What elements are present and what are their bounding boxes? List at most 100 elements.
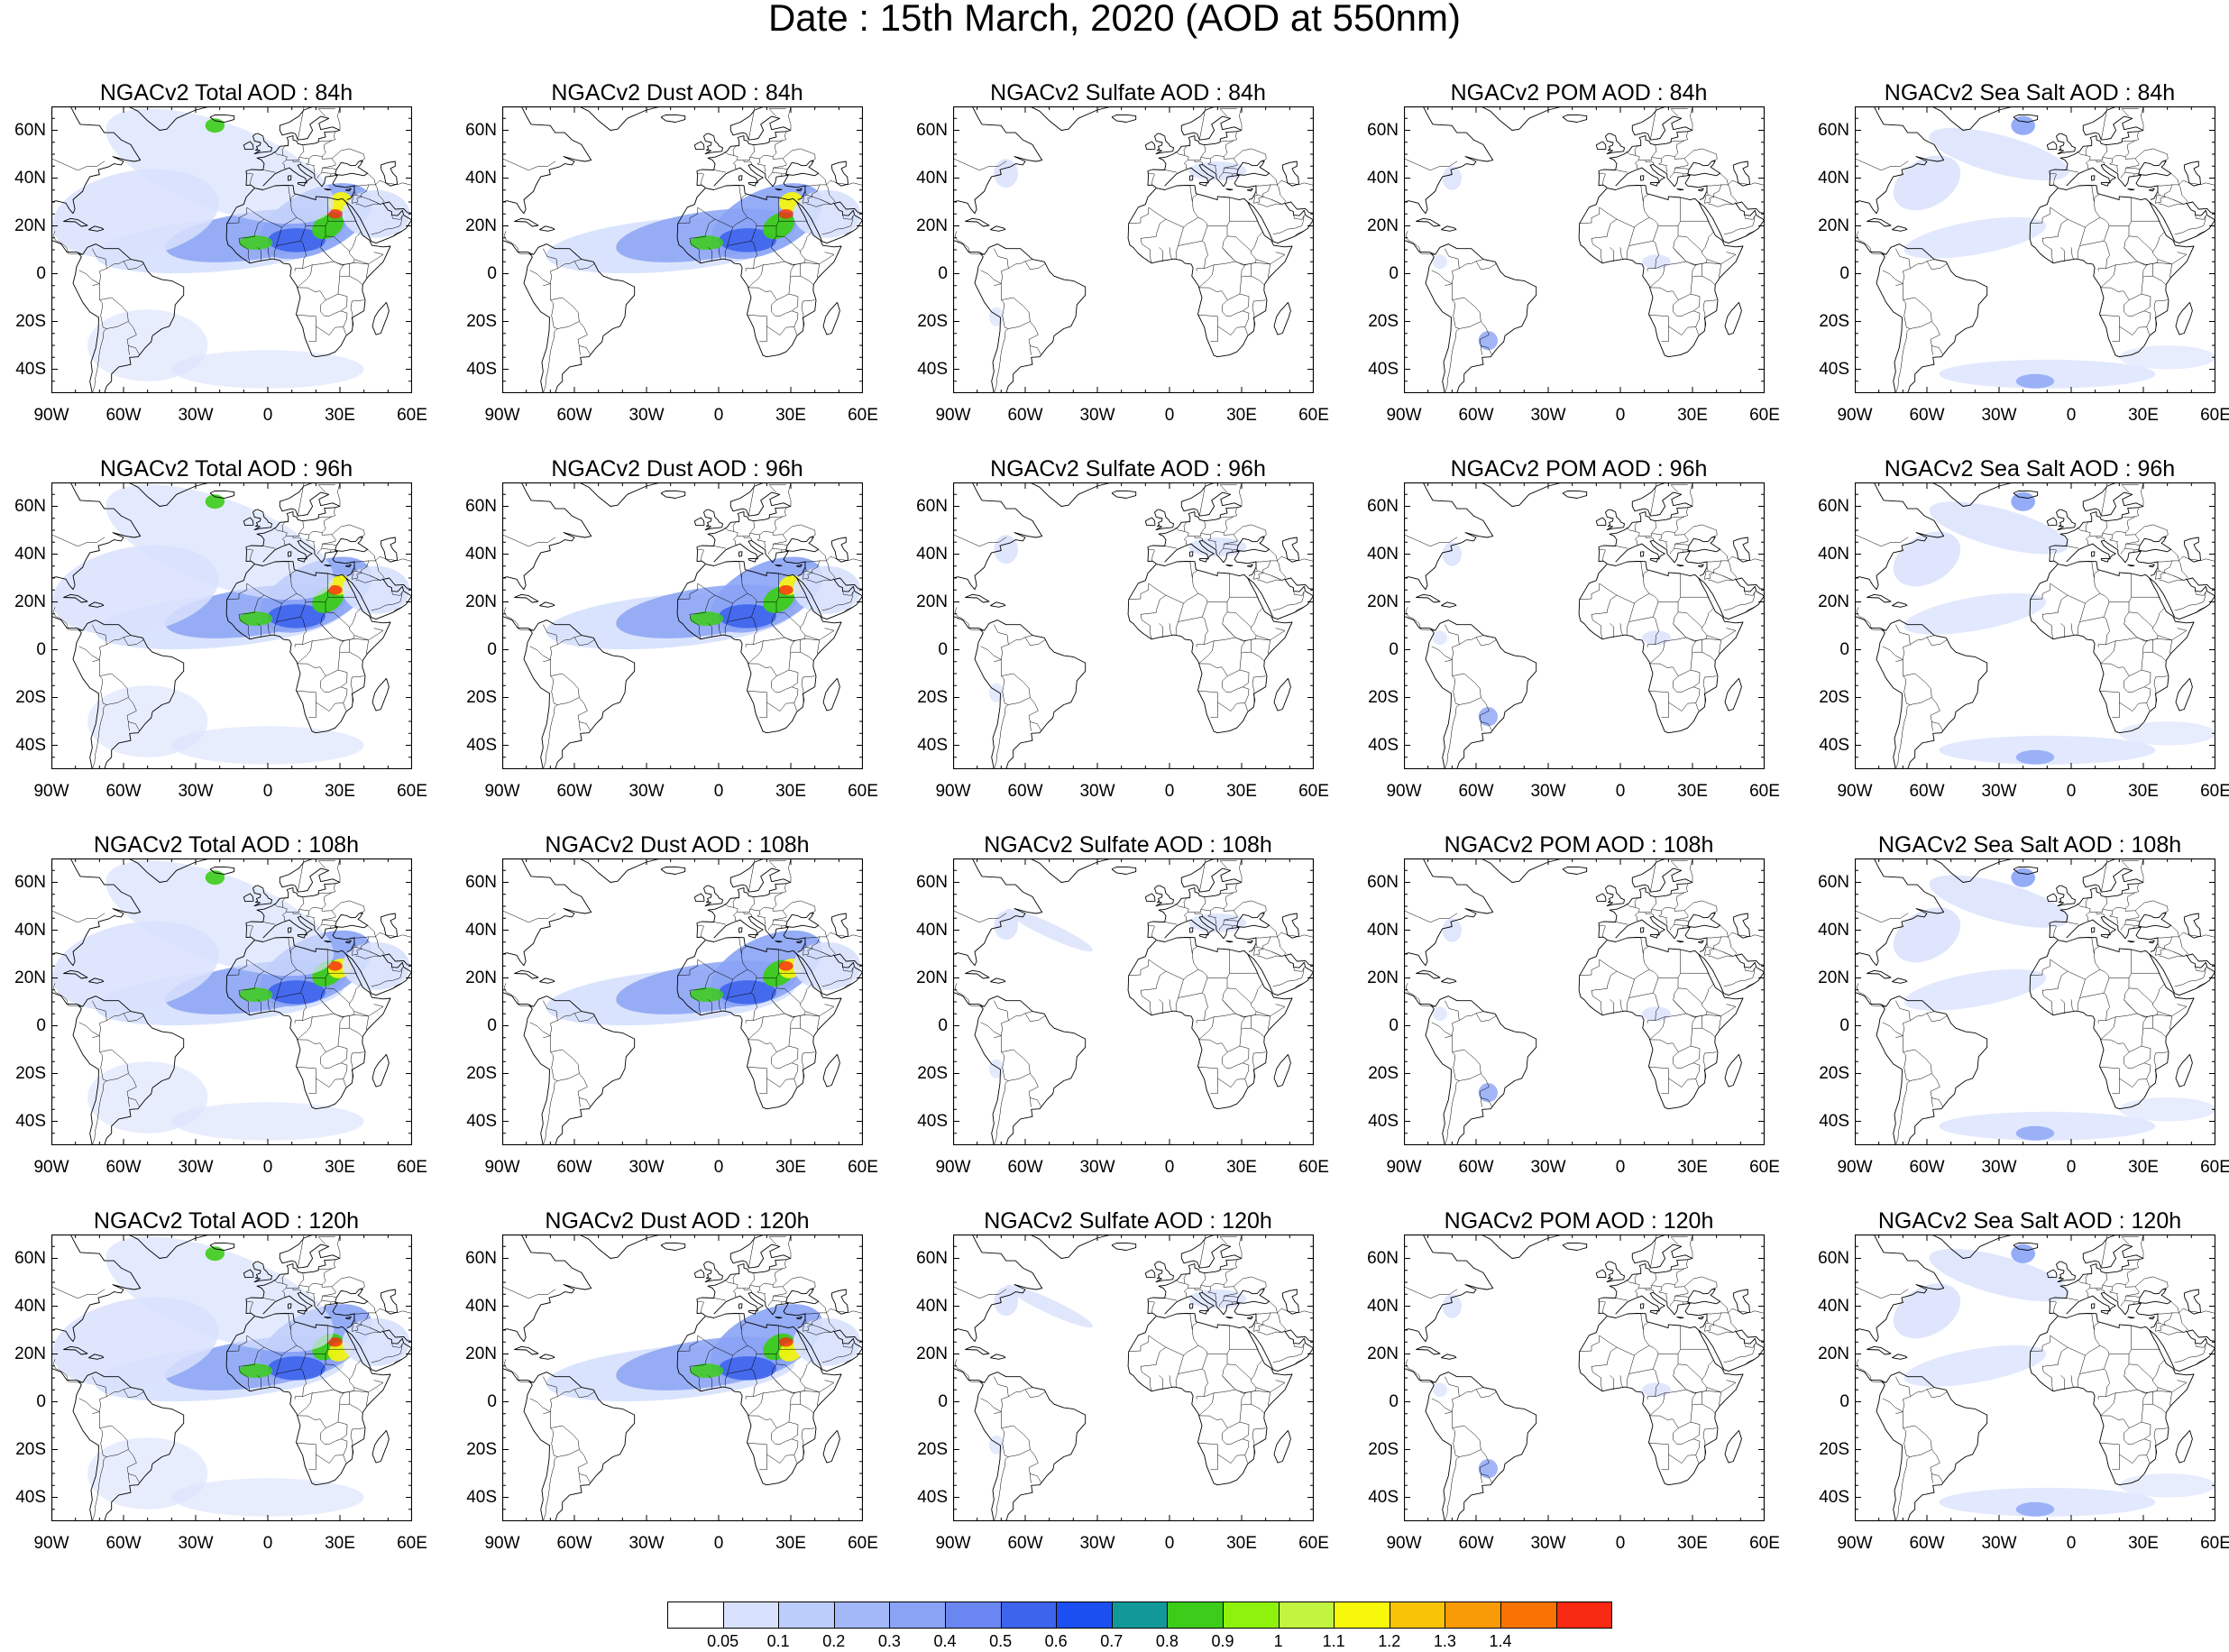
lat-tick-label: 40N — [1367, 1298, 1399, 1316]
aod-plume — [2016, 1502, 2055, 1517]
lon-tick-label: 30W — [178, 406, 213, 426]
lon-tick-label: 60W — [105, 406, 141, 426]
lat-tick-label: 20S — [1368, 1065, 1399, 1083]
aod-map — [51, 482, 412, 769]
aod-plume — [779, 585, 793, 595]
lat-tick-label: 40N — [465, 546, 497, 564]
lat-tick-label: 60N — [1818, 1250, 1849, 1268]
aod-plume — [989, 1436, 1004, 1455]
lon-tick-label: 90W — [935, 782, 970, 802]
aod-map — [502, 1234, 863, 1521]
aod-map — [51, 1234, 412, 1521]
lon-tick-label: 60W — [1458, 406, 1493, 426]
lat-tick-label: 40S — [466, 361, 497, 379]
lon-tick-label: 0 — [1165, 406, 1175, 426]
lat-tick-label: 40N — [465, 1298, 497, 1316]
colorbar-swatch — [667, 1602, 724, 1629]
aod-map — [953, 482, 1314, 769]
colorbar-label: 1 — [1274, 1632, 1283, 1650]
panel-title: NGACv2 Sulfate AOD : 120h — [903, 1207, 1353, 1234]
colorbar-label: 0.4 — [933, 1632, 956, 1650]
lat-tick-label: 0 — [938, 1393, 948, 1411]
lon-tick-label: 30W — [1530, 406, 1565, 426]
lat-tick-label: 60N — [916, 1250, 948, 1268]
lon-tick-label: 60E — [2200, 406, 2229, 426]
lon-tick-label: 60E — [1298, 406, 1329, 426]
lon-tick-label: 30W — [1981, 406, 2016, 426]
colorbar-swatch — [1500, 1602, 1557, 1629]
panel-title: NGACv2 Total AOD : 96h — [1, 455, 452, 482]
lat-tick-label: 60N — [1818, 874, 1849, 892]
aod-plume — [1642, 254, 1671, 269]
lat-tick-label: 20N — [1367, 1345, 1399, 1363]
lon-tick-label: 60W — [556, 1158, 592, 1178]
lat-tick-label: 40N — [14, 922, 46, 940]
aod-map — [1855, 482, 2215, 769]
aod-plume — [2016, 750, 2055, 765]
aod-plume — [2011, 116, 2035, 135]
lon-tick-label: 30W — [1079, 1534, 1114, 1554]
lon-tick-label: 30E — [775, 406, 806, 426]
panel-title: NGACv2 Sulfate AOD : 96h — [903, 455, 1353, 482]
panel-title: NGACv2 Sea Salt AOD : 84h — [1804, 79, 2229, 106]
colorbar-swatch — [945, 1602, 1002, 1629]
lat-tick-label: 20S — [15, 689, 46, 707]
lon-tick-label: 60E — [848, 782, 878, 802]
lat-tick-label: 40N — [14, 1298, 46, 1316]
map-frame — [953, 858, 1314, 1145]
aod-plume — [2119, 345, 2215, 370]
aod-plume — [1433, 254, 1447, 269]
map-frame — [1404, 1234, 1765, 1521]
lat-tick-label: 20N — [916, 593, 948, 611]
lat-tick-label: 40S — [15, 1489, 46, 1507]
lon-tick-label: 0 — [714, 1158, 724, 1178]
aod-map — [1855, 1234, 2215, 1521]
lon-tick-label: 30E — [1677, 1534, 1708, 1554]
lon-tick-label: 60W — [1909, 406, 1944, 426]
panel-title: NGACv2 Total AOD : 108h — [1, 831, 452, 858]
lat-tick-label: 0 — [487, 641, 497, 659]
lon-tick-label: 90W — [1837, 1158, 1872, 1178]
lat-tick-label: 40S — [917, 1113, 948, 1131]
lat-tick-label: 40S — [917, 361, 948, 379]
lat-tick-label: 40S — [917, 737, 948, 755]
lon-tick-label: 0 — [1165, 1534, 1175, 1554]
aod-map — [1404, 482, 1765, 769]
aod-plume — [1642, 630, 1671, 645]
lat-tick-label: 40S — [1819, 361, 1849, 379]
aod-plume — [2016, 374, 2055, 389]
lon-tick-label: 90W — [33, 782, 69, 802]
aod-map — [1855, 106, 2215, 393]
aod-plume — [1479, 1459, 1498, 1478]
lat-tick-label: 0 — [487, 1393, 497, 1411]
lon-tick-label: 90W — [935, 1158, 970, 1178]
lat-tick-label: 20N — [465, 593, 497, 611]
lon-tick-label: 60E — [397, 1534, 427, 1554]
lat-tick-label: 0 — [938, 641, 948, 659]
aod-plume — [2016, 1126, 2055, 1141]
lon-tick-label: 60W — [1007, 782, 1042, 802]
aod-map — [1855, 858, 2215, 1145]
aod-plume — [2011, 1244, 2035, 1263]
map-frame — [51, 858, 412, 1145]
lon-tick-label: 60W — [556, 406, 592, 426]
map-frame — [51, 106, 412, 393]
colorbar-label: 0.2 — [822, 1632, 845, 1650]
aod-plume — [171, 350, 363, 388]
map-frame — [1855, 858, 2215, 1145]
